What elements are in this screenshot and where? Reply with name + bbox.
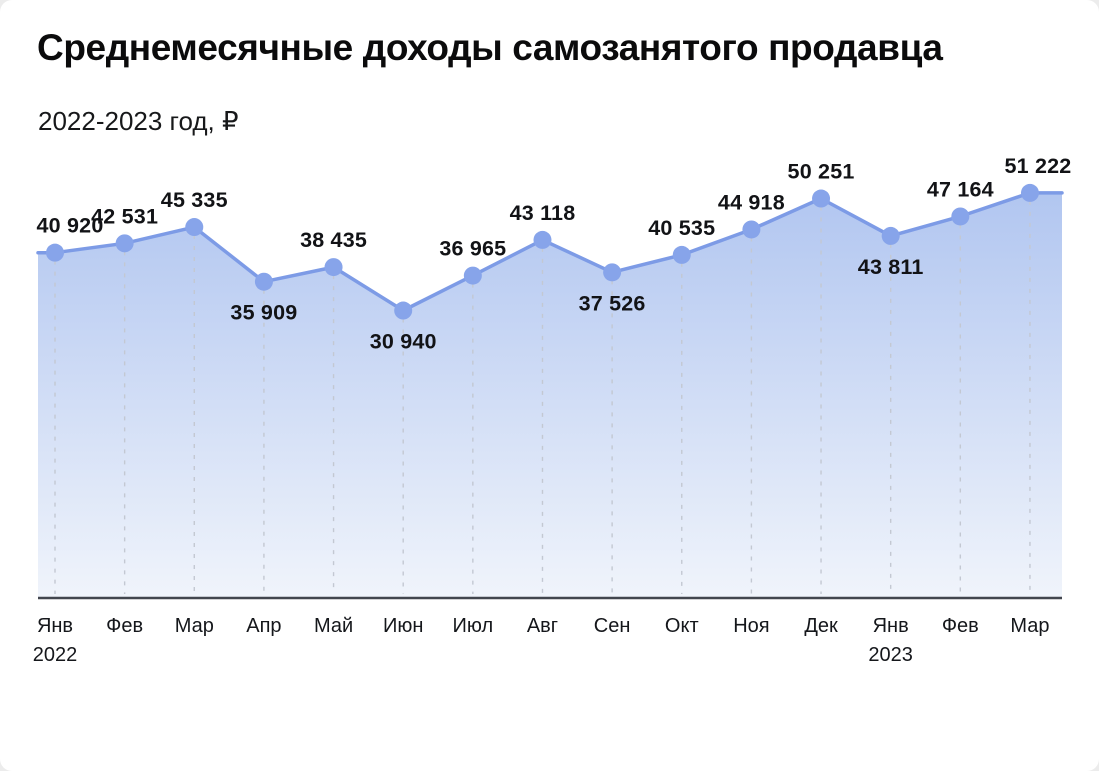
x-axis-label: Сен [594, 615, 631, 637]
data-point-marker [603, 263, 622, 282]
data-point-label: 51 222 [1004, 154, 1071, 178]
data-point-marker [742, 220, 761, 239]
chart-title: Среднемесячные доходы самозанятого прода… [37, 27, 943, 68]
x-axis-label: Июн [383, 615, 423, 637]
data-point-label: 43 118 [510, 201, 576, 225]
x-axis-label: Май [314, 615, 353, 637]
data-point-marker [1020, 183, 1039, 202]
data-point-label: 47 164 [927, 177, 994, 201]
x-axis-year-label: 2023 [868, 644, 913, 666]
x-axis-label: Апр [246, 615, 281, 637]
data-point-label: 36 965 [439, 237, 506, 261]
x-axis-label: Янв [873, 615, 909, 637]
chart-subtitle: 2022-2023 год, ₽ [38, 106, 239, 136]
data-point-marker [394, 301, 413, 320]
x-axis-label: Мар [1010, 615, 1049, 637]
x-axis-label: Фев [942, 615, 979, 637]
data-point-marker [881, 226, 900, 245]
x-axis-label: Мар [175, 615, 214, 637]
data-point-label: 40 920 [37, 214, 104, 238]
data-point-label: 40 535 [648, 216, 715, 240]
data-point-marker [951, 207, 970, 226]
data-point-label: 43 811 [858, 255, 924, 279]
area-fill [38, 192, 1062, 598]
x-axis-label: Окт [665, 615, 699, 637]
data-point-label: 45 335 [161, 188, 228, 212]
data-point-label: 35 909 [230, 301, 297, 325]
data-point-marker [463, 266, 482, 285]
data-point-marker [254, 272, 273, 291]
data-point-marker [115, 234, 134, 253]
data-point-label: 37 526 [579, 291, 646, 315]
data-point-marker [672, 245, 691, 264]
x-axis-label: Ноя [733, 615, 769, 637]
x-axis-label: Авг [527, 615, 558, 637]
footer: TINKOFF Data OZON По данным транзакций к… [0, 676, 1099, 771]
x-axis-label: Янв [37, 615, 73, 637]
x-axis-label: Фев [106, 615, 143, 637]
data-point-label: 38 435 [300, 228, 367, 252]
data-point-marker [185, 218, 204, 237]
data-point-marker [46, 243, 64, 262]
data-point-label: 30 940 [370, 330, 437, 354]
data-point-marker [324, 258, 343, 277]
data-point-label: 42 531 [91, 204, 158, 228]
data-point-marker [812, 189, 831, 208]
data-point-marker [533, 230, 552, 249]
data-point-label: 44 918 [718, 190, 785, 214]
data-point-label: 50 251 [788, 160, 855, 184]
x-axis-label: Июл [453, 615, 494, 637]
x-axis-label: Дек [804, 615, 838, 637]
x-axis-year-label: 2022 [33, 644, 78, 666]
